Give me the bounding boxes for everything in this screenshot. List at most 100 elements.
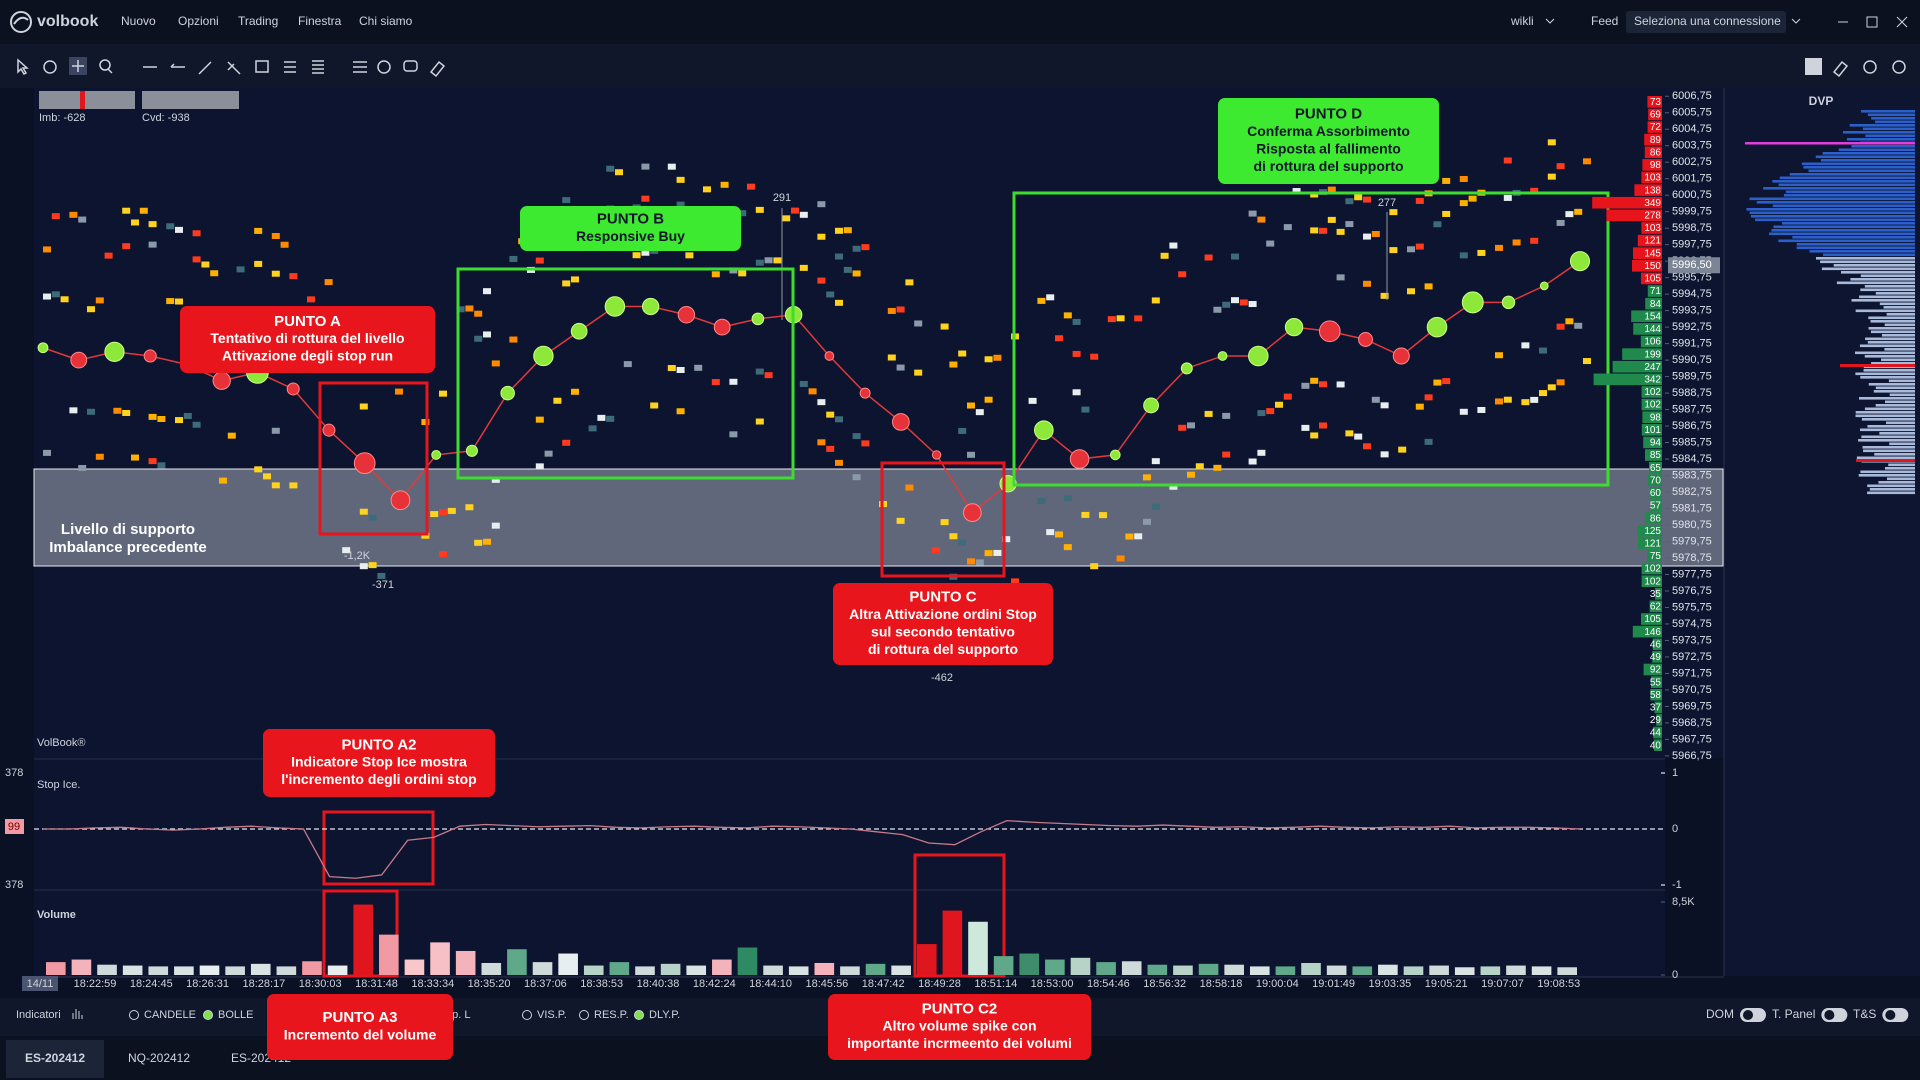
volume-bar: [1326, 965, 1347, 975]
annotation-title: PUNTO D: [1295, 106, 1362, 123]
price-bubble: [500, 385, 515, 401]
toggle-label[interactable]: T&S: [1853, 1007, 1876, 1021]
price-bubble: [286, 382, 300, 396]
radio-label[interactable]: BOLLE: [218, 1009, 253, 1021]
price-tick-label: 5991,75: [1672, 338, 1712, 350]
settings-gear[interactable]: [1892, 60, 1906, 74]
dvp-bar: [1867, 491, 1915, 495]
heatmap-cell: [667, 163, 676, 170]
heatmap-cell: [166, 223, 175, 230]
menu-item[interactable]: Chi siamo: [359, 14, 413, 28]
indicators-button[interactable]: Indicatori: [16, 1009, 61, 1021]
dvp-bar: [1865, 337, 1915, 341]
ray-tool[interactable]: [170, 63, 185, 68]
time-label: 18:22:59: [74, 978, 117, 990]
price-tick-label: 5985,75: [1672, 436, 1712, 448]
radio-label[interactable]: DLY.P.: [649, 1009, 680, 1021]
volume-bar: [1070, 957, 1091, 975]
dvp-bar: [1864, 355, 1915, 358]
tab-active[interactable]: [6, 1040, 104, 1078]
menu-item[interactable]: Nuovo: [121, 14, 156, 28]
radio-button[interactable]: [579, 1010, 589, 1020]
dvp-bar: [1881, 334, 1915, 337]
connection-select[interactable]: [1626, 11, 1786, 33]
price-bubble: [1569, 251, 1591, 272]
heatmap-cell: [192, 230, 201, 237]
heatmap-cell: [1354, 433, 1363, 440]
profile-bar: [1641, 424, 1662, 436]
radio-label[interactable]: RES.P.: [594, 1009, 629, 1021]
price-bubble: [143, 349, 157, 363]
list-tool[interactable]: [284, 61, 296, 73]
dollar-tool[interactable]: [1805, 58, 1822, 75]
profile-value: 60: [1650, 488, 1662, 499]
feed-label[interactable]: Feed: [1591, 14, 1618, 28]
radio-button[interactable]: [522, 1010, 532, 1020]
toggle-knob[interactable]: [1885, 1010, 1896, 1020]
toggle-label[interactable]: T. Panel: [1772, 1007, 1815, 1021]
connection-label[interactable]: Seleziona una connessione: [1634, 14, 1781, 28]
volume-bar: [712, 959, 732, 975]
heatmap-cell: [1063, 495, 1072, 502]
toggle-knob[interactable]: [1743, 1010, 1753, 1020]
fib-tool[interactable]: [227, 61, 241, 75]
tab-label[interactable]: ES-202412: [25, 1051, 85, 1065]
levels-tool[interactable]: [312, 60, 324, 74]
eraser-right[interactable]: [1832, 60, 1849, 78]
heatmap-cell: [896, 517, 905, 524]
zoom-tool[interactable]: [99, 59, 111, 71]
toggle-label[interactable]: DOM: [1706, 1007, 1734, 1021]
volume-bar: [276, 966, 297, 975]
dvp-bar: [1859, 344, 1915, 348]
heatmap-cell: [430, 511, 439, 518]
connection-chevron[interactable]: [1791, 18, 1801, 24]
dvp-bar: [1885, 467, 1915, 470]
record-tool[interactable]: [1863, 60, 1877, 74]
price-tick-label: 5984,75: [1672, 453, 1712, 465]
profile-bar: [1645, 449, 1662, 461]
dvp-bar: [1869, 488, 1915, 491]
eraser-tool[interactable]: [429, 60, 446, 78]
pointer-tool[interactable]: [17, 58, 29, 75]
radio-button[interactable]: [634, 1010, 644, 1020]
heatmap-cell: [236, 266, 245, 273]
heatmap-cell: [984, 396, 993, 403]
toolbar-icons[interactable]: [17, 57, 1906, 78]
heatmap-cell: [69, 211, 78, 218]
tab-label[interactable]: NQ-202412: [128, 1051, 190, 1065]
radio-button[interactable]: [203, 1010, 213, 1020]
menu-item[interactable]: Opzioni: [178, 14, 219, 28]
pan-tool[interactable]: [43, 60, 57, 74]
trend-tool[interactable]: [198, 61, 212, 75]
zoom-handle[interactable]: [107, 68, 113, 74]
crosshair-icon[interactable]: [72, 60, 84, 72]
heatmap-cell: [1336, 274, 1345, 281]
maximize-button[interactable]: [1866, 16, 1878, 28]
menu-item[interactable]: Trading: [238, 14, 278, 28]
alarm-tool[interactable]: [377, 60, 391, 74]
user-menu[interactable]: wikli: [1510, 14, 1534, 28]
dvp-bar: [1838, 148, 1915, 152]
price-tick-label: 6003,75: [1672, 140, 1712, 152]
price-tick-label: 5970,75: [1672, 684, 1712, 696]
heatmap-cell: [1107, 316, 1116, 323]
menu-item[interactable]: Finestra: [298, 14, 342, 28]
volume-bar: [1352, 966, 1373, 975]
rect-tool[interactable]: [255, 60, 269, 73]
close-button[interactable]: [1896, 16, 1908, 28]
heatmap-cell: [650, 402, 659, 409]
comment-tool[interactable]: [403, 60, 418, 72]
heatmap-cell: [1319, 381, 1327, 388]
heatmap-cell: [51, 213, 60, 220]
radio-label[interactable]: VIS.P.: [537, 1009, 567, 1021]
stop-ice-title: Stop Ice.: [37, 779, 80, 791]
heatmap-cell: [861, 244, 870, 251]
radio-label[interactable]: CANDELE: [144, 1009, 196, 1021]
user-chevron[interactable]: [1545, 18, 1555, 24]
annotation-line: di rottura del supporto: [868, 641, 1018, 657]
indicators-icon[interactable]: [72, 1009, 83, 1019]
toggle-knob[interactable]: [1824, 1010, 1835, 1020]
dvp-bar: [1862, 446, 1915, 449]
settings-tool[interactable]: [353, 61, 367, 73]
radio-button[interactable]: [129, 1010, 139, 1020]
